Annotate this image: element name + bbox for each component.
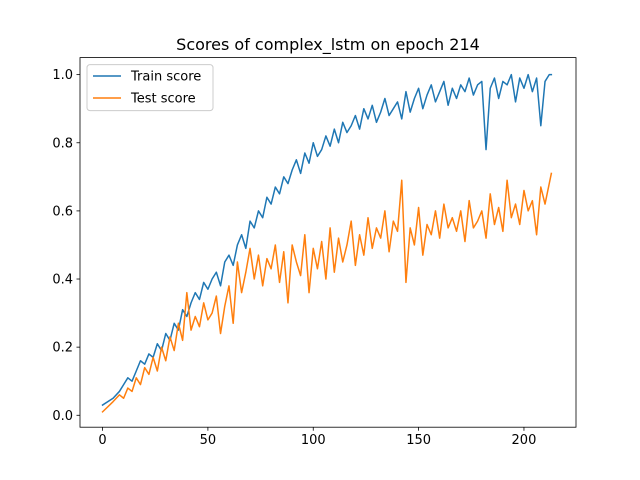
x-tick-label: 100 [301, 433, 326, 448]
plot-area [101, 73, 553, 413]
y-tick-label: 0.4 [52, 273, 73, 288]
y-tick-label: 0.2 [52, 341, 73, 356]
legend-label: Train score [130, 70, 201, 85]
x-tick-label: 200 [512, 433, 537, 448]
axes-frame [79, 57, 577, 428]
chart-title: Scores of complex_lstm on epoch 214 [176, 35, 480, 55]
x-tick-label: 50 [200, 433, 217, 448]
y-tick-label: 0.6 [52, 204, 73, 219]
y-tick-label: 1.0 [52, 68, 73, 83]
legend: Train score Test score [86, 64, 214, 112]
y-axis: 0.0 0.2 0.4 0.6 0.8 1.0 [52, 68, 80, 424]
y-tick-label: 0.0 [52, 409, 73, 424]
x-tick-label: 150 [406, 433, 431, 448]
series-line-test-score [101, 172, 553, 413]
y-tick-label: 0.8 [52, 136, 73, 151]
x-axis: 0 50 100 150 200 [98, 427, 536, 448]
legend-label: Test score [130, 92, 196, 107]
x-tick-label: 0 [98, 433, 106, 448]
